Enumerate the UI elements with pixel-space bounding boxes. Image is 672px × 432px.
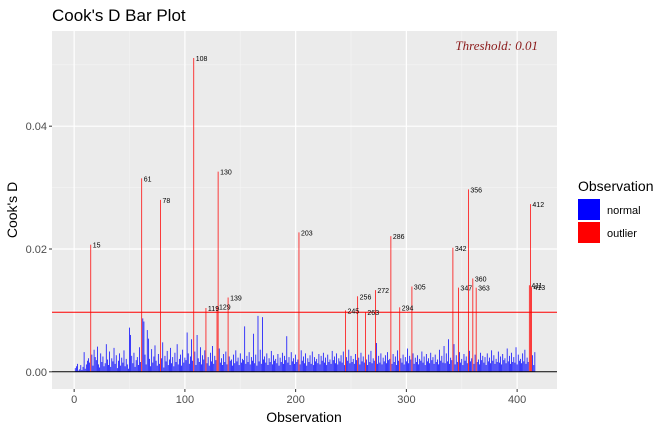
legend-swatch-normal (578, 199, 600, 220)
normal-bars (74, 315, 536, 372)
chart-title: Cook's D Bar Plot (52, 6, 186, 25)
outlier-label: 61 (144, 176, 152, 183)
outlier-label: 15 (93, 243, 101, 250)
outlier-label: 130 (220, 170, 232, 177)
outlier-label: 129 (219, 305, 231, 312)
outlier-bars (90, 58, 532, 372)
outlier-label: 263 (367, 310, 379, 317)
x-tick-label: 300 (397, 394, 415, 406)
x-tick-label: 200 (286, 394, 304, 406)
y-axis-title: Cook's D (4, 182, 20, 238)
y-tick-label: 0.02 (26, 244, 47, 256)
legend-swatch-outlier (578, 222, 600, 243)
legend-title: Observation (578, 178, 653, 194)
x-tick-label: 100 (176, 394, 194, 406)
outlier-label: 413 (534, 285, 546, 292)
outlier-label: 245 (347, 308, 359, 315)
outlier-label: 286 (393, 234, 405, 241)
outlier-label: 363 (478, 286, 490, 293)
outlier-label: 411 (531, 283, 542, 290)
outlier-label: 305 (414, 284, 426, 291)
outlier-label: 78 (163, 198, 171, 205)
outlier-label: 119 (208, 306, 219, 313)
outlier-label: 412 (532, 202, 544, 209)
y-tick-label: 0.04 (26, 121, 47, 133)
plot-panel (52, 31, 557, 389)
y-tick-label: 0.00 (26, 367, 47, 379)
legend: Observation normal outlier (578, 178, 653, 243)
x-axis-title: Observation (266, 409, 341, 425)
outlier-label: 360 (475, 276, 487, 283)
legend-label-normal: normal (607, 205, 641, 217)
outlier-label: 272 (377, 288, 389, 295)
outlier-label: 294 (402, 305, 414, 312)
outlier-label: 256 (360, 294, 372, 301)
outlier-label: 203 (301, 230, 313, 237)
axis-ticks: 0 100 200 300 400 0.00 0.02 0.04 (26, 121, 527, 406)
outlier-label: 108 (196, 56, 208, 63)
outlier-label: 139 (230, 296, 242, 303)
outlier-label: 342 (455, 246, 467, 253)
legend-label-outlier: outlier (607, 228, 637, 240)
outlier-label: 356 (470, 187, 482, 194)
x-tick-label: 400 (508, 394, 526, 406)
threshold-annotation: Threshold: 0.01 (455, 38, 538, 53)
outlier-label: 347 (460, 286, 472, 293)
x-tick-label: 0 (71, 394, 77, 406)
